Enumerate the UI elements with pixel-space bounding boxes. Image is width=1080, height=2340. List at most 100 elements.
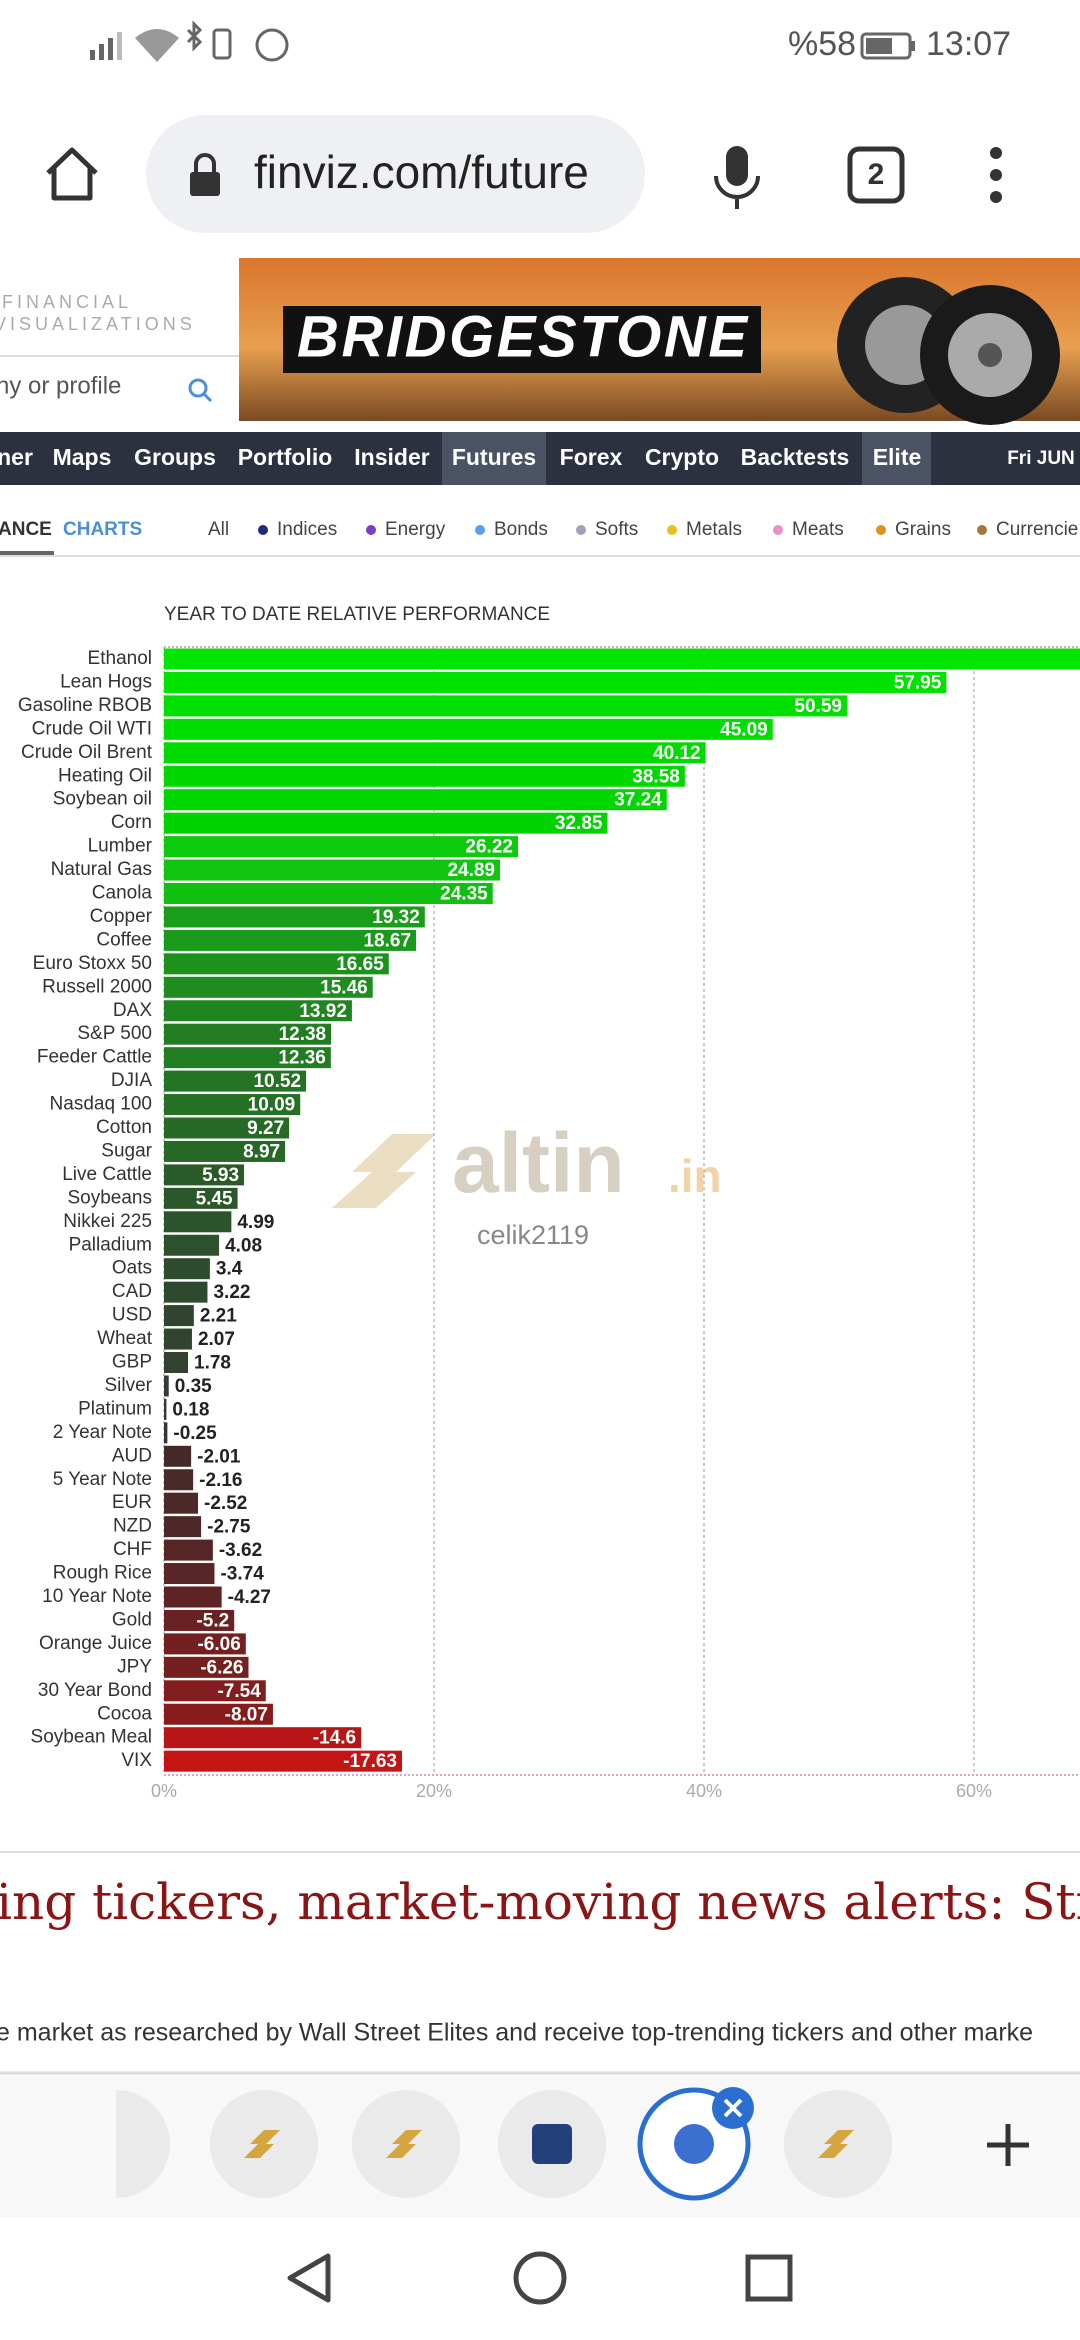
filter[interactable]: Energy xyxy=(385,519,446,540)
headline[interactable]: ing tickers, market-moving news alerts: … xyxy=(0,1873,1080,1931)
value-label: -4.27 xyxy=(228,1587,271,1608)
mic-button[interactable] xyxy=(714,146,760,209)
category-label: JPY xyxy=(117,1656,152,1677)
filter[interactable]: Grains xyxy=(895,519,951,540)
category-label: Soybeans xyxy=(67,1187,152,1208)
category-label: Soybean Meal xyxy=(31,1727,152,1748)
nav-item[interactable]: Elite xyxy=(873,444,922,470)
nav-item[interactable]: Crypto xyxy=(645,444,719,470)
filter[interactable]: Bonds xyxy=(494,519,548,540)
category-label: Heating Oil xyxy=(58,765,152,786)
value-label: 45.09 xyxy=(720,719,768,740)
category-label: Euro Stoxx 50 xyxy=(33,953,152,974)
category-label: Coffee xyxy=(96,929,152,950)
category-label: CAD xyxy=(112,1281,152,1302)
bar xyxy=(164,929,417,951)
home-button[interactable] xyxy=(46,147,98,201)
bar xyxy=(164,1492,199,1514)
logo-line: VISUALIZATIONS xyxy=(0,314,196,334)
category-label: Live Cattle xyxy=(62,1164,152,1185)
category-label: Oats xyxy=(112,1258,152,1279)
bar xyxy=(164,789,667,811)
category-label: Silver xyxy=(104,1375,152,1396)
value-label: 0.35 xyxy=(175,1376,212,1397)
new-tab-button[interactable] xyxy=(987,2124,1029,2166)
filter[interactable]: Meats xyxy=(792,519,844,540)
filter[interactable]: Currencie xyxy=(996,519,1078,540)
bar xyxy=(164,976,373,998)
nav-item[interactable]: ner xyxy=(0,444,33,470)
category-label: DJIA xyxy=(111,1070,153,1091)
category-label: Nasdaq 100 xyxy=(50,1094,152,1115)
category-label: GBP xyxy=(112,1352,152,1373)
tabs-button[interactable] xyxy=(847,146,905,204)
value-label: 3.22 xyxy=(213,1282,250,1303)
status-bar: %58 13:07 xyxy=(90,20,1011,63)
lock-icon xyxy=(190,153,220,196)
nav-item[interactable]: Fri JUN xyxy=(1007,448,1075,469)
value-label: 18.67 xyxy=(363,930,411,951)
watermark-suffix: .in xyxy=(668,1150,722,1202)
bar xyxy=(164,1422,168,1444)
value-label: 8.97 xyxy=(243,1141,280,1162)
url-bar[interactable] xyxy=(146,115,645,233)
bar xyxy=(164,1375,169,1397)
filter[interactable]: Metals xyxy=(686,519,742,540)
bar xyxy=(164,1469,194,1491)
filter[interactable]: All xyxy=(208,519,229,540)
bar xyxy=(164,1727,362,1749)
nav-item[interactable]: Groups xyxy=(134,444,216,470)
value-label: 1.78 xyxy=(194,1353,231,1374)
value-label: -8.07 xyxy=(225,1704,268,1725)
bar xyxy=(164,953,389,975)
value-label: 24.89 xyxy=(447,860,495,881)
search-input[interactable]: ny or profile xyxy=(0,372,121,399)
value-label: 57.95 xyxy=(894,672,942,693)
category-label: Feeder Cattle xyxy=(37,1047,152,1068)
filter-dot xyxy=(258,525,268,535)
bar xyxy=(164,1563,215,1585)
bar xyxy=(164,1656,249,1678)
bar xyxy=(164,1633,246,1655)
category-label: Soybean oil xyxy=(53,789,152,810)
nav-active xyxy=(862,432,931,485)
bar xyxy=(164,1258,210,1280)
bar xyxy=(164,1000,352,1022)
x-tick-label: 20% xyxy=(416,1781,452,1801)
nav-item[interactable]: Insider xyxy=(354,444,429,470)
nav-item[interactable]: Maps xyxy=(53,444,112,470)
battery-percent: %58 xyxy=(788,25,856,63)
search-icon[interactable] xyxy=(188,378,213,403)
sub-tab[interactable]: ANCE xyxy=(0,519,52,540)
bar xyxy=(164,906,425,928)
nav-item[interactable]: Futures xyxy=(452,444,536,470)
filter-dot xyxy=(977,525,987,535)
nav-item[interactable]: Backtests xyxy=(741,444,850,470)
category-label: EUR xyxy=(112,1492,152,1513)
menu-button[interactable] xyxy=(990,147,1002,203)
nav-item[interactable]: Forex xyxy=(560,444,623,470)
value-label: -14.6 xyxy=(313,1728,356,1749)
filter[interactable]: Softs xyxy=(595,519,638,540)
home-button[interactable] xyxy=(513,2251,567,2305)
bar xyxy=(164,1609,235,1631)
bar xyxy=(164,1211,232,1233)
value-label: 10.09 xyxy=(248,1095,296,1116)
value-label: -17.63 xyxy=(343,1751,397,1772)
filter-dot xyxy=(773,525,783,535)
filter[interactable]: Indices xyxy=(277,519,337,540)
value-label: 12.36 xyxy=(278,1048,326,1069)
watermark: altin .in xyxy=(332,1116,722,1210)
sub-tab[interactable]: CHARTS xyxy=(63,519,142,540)
tab-underline xyxy=(0,551,54,555)
category-label: Gasoline RBOB xyxy=(18,695,152,716)
back-button[interactable] xyxy=(287,2253,331,2303)
nav-active xyxy=(442,432,546,485)
tab-count: 2 xyxy=(868,158,885,191)
value-label: 38.58 xyxy=(632,766,680,787)
bar xyxy=(164,1352,189,1373)
value-label: 16.65 xyxy=(336,954,384,975)
recents-button[interactable] xyxy=(745,2254,793,2302)
nav-item[interactable]: Portfolio xyxy=(238,444,333,470)
